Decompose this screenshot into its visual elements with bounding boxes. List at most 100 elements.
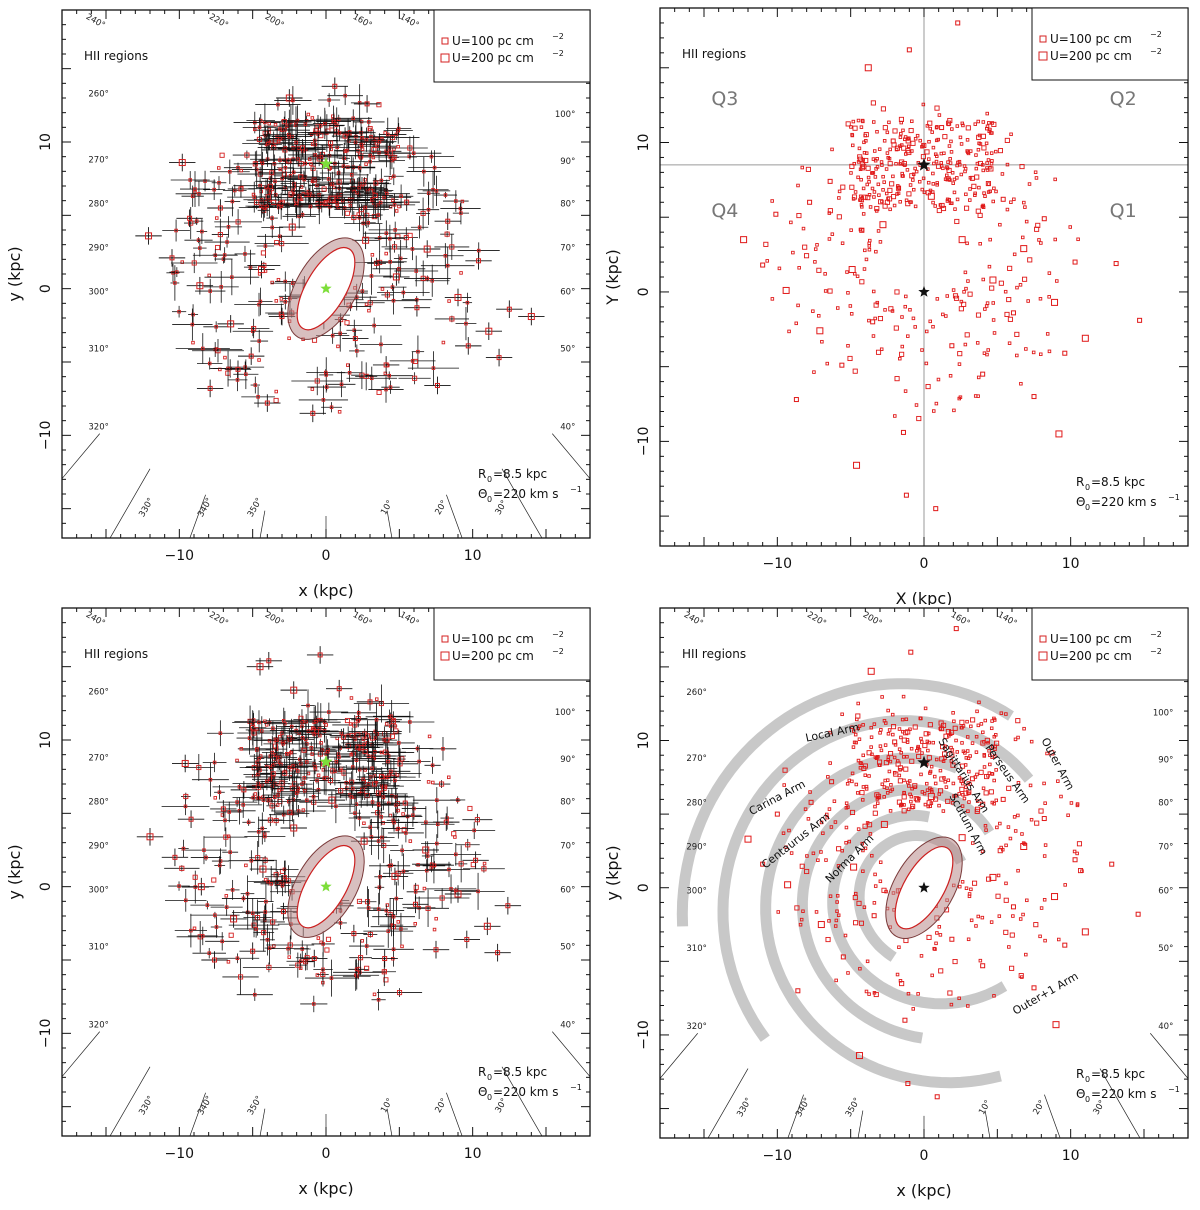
legend-label-small: U=100 pc cm bbox=[452, 632, 534, 646]
hii-marker bbox=[392, 820, 396, 825]
hii-marker bbox=[808, 790, 812, 794]
hii-marker bbox=[283, 165, 288, 170]
hii-marker bbox=[903, 135, 908, 139]
hii-marker bbox=[906, 334, 910, 338]
hii-marker bbox=[274, 879, 281, 885]
hii-marker bbox=[1009, 200, 1013, 204]
param-r0-value: =8.5 kpc bbox=[1091, 1067, 1145, 1081]
hii-marker bbox=[1016, 781, 1021, 785]
hii-marker bbox=[410, 247, 415, 251]
hii-marker bbox=[435, 841, 439, 846]
hii-marker bbox=[983, 824, 988, 828]
hii-marker bbox=[981, 786, 986, 791]
hii-marker bbox=[399, 194, 403, 198]
hii-marker bbox=[923, 802, 928, 807]
data-point bbox=[342, 133, 348, 139]
hii-marker bbox=[364, 733, 371, 739]
hii-marker bbox=[821, 831, 825, 835]
hii-marker bbox=[318, 124, 323, 128]
hii-marker bbox=[379, 774, 385, 780]
hii-marker bbox=[835, 909, 839, 913]
hii-marker bbox=[1076, 237, 1080, 242]
hii-marker bbox=[353, 140, 358, 145]
data-point bbox=[264, 400, 270, 406]
hii-marker bbox=[903, 389, 908, 393]
hii-marker bbox=[926, 180, 931, 185]
hii-marker bbox=[398, 256, 403, 261]
hii-marker bbox=[222, 253, 227, 257]
hii-marker bbox=[343, 93, 347, 98]
data-point bbox=[443, 819, 449, 825]
hii-marker bbox=[454, 888, 458, 893]
hii-marker bbox=[975, 709, 979, 714]
data-point bbox=[958, 834, 966, 842]
param-theta-sub: 0 bbox=[1085, 503, 1090, 512]
data-point bbox=[241, 787, 247, 793]
hii-marker bbox=[283, 875, 287, 879]
param-r0-sub: 0 bbox=[1085, 1075, 1090, 1084]
hii-marker bbox=[959, 172, 964, 177]
hii-marker bbox=[796, 212, 802, 219]
sun-marker bbox=[319, 157, 333, 170]
hii-marker bbox=[1029, 817, 1034, 822]
hii-marker bbox=[935, 125, 939, 129]
hii-marker bbox=[1049, 750, 1055, 756]
hii-marker bbox=[362, 821, 366, 826]
hii-marker bbox=[255, 727, 259, 731]
hii-marker bbox=[995, 825, 999, 830]
hii-marker bbox=[866, 175, 871, 180]
hii-marker bbox=[394, 896, 399, 901]
hii-marker bbox=[883, 778, 887, 783]
hii-marker bbox=[814, 910, 819, 914]
hii-marker bbox=[891, 732, 895, 737]
hii-marker bbox=[1013, 829, 1018, 833]
hii-marker bbox=[1020, 975, 1024, 979]
hii-marker bbox=[375, 810, 381, 816]
hii-marker bbox=[307, 157, 312, 162]
hii-marker bbox=[857, 154, 863, 160]
hii-marker bbox=[847, 778, 852, 783]
hii-marker bbox=[310, 116, 315, 120]
hii-marker bbox=[226, 225, 231, 229]
hii-marker bbox=[857, 737, 862, 741]
hii-marker bbox=[948, 161, 953, 165]
hii-marker bbox=[791, 250, 795, 255]
param-theta-sub: 0 bbox=[487, 495, 492, 504]
hii-marker bbox=[377, 885, 382, 890]
hii-marker bbox=[474, 817, 480, 823]
hii-marker bbox=[986, 876, 992, 882]
hii-marker bbox=[851, 745, 856, 749]
hii-marker bbox=[191, 260, 197, 266]
data-point bbox=[953, 626, 959, 632]
longitude-line bbox=[62, 433, 101, 480]
hii-marker bbox=[802, 244, 808, 250]
hii-marker bbox=[218, 731, 223, 735]
hii-marker bbox=[364, 137, 369, 142]
hii-marker bbox=[263, 120, 267, 125]
hii-marker bbox=[363, 178, 367, 182]
hii-marker bbox=[215, 216, 219, 220]
hii-marker bbox=[250, 911, 255, 915]
hii-marker bbox=[827, 237, 832, 241]
data-point bbox=[328, 796, 336, 804]
data-point bbox=[949, 343, 955, 349]
hii-marker bbox=[801, 226, 806, 231]
hii-marker bbox=[986, 182, 991, 186]
hii-marker bbox=[396, 144, 400, 149]
hii-marker bbox=[877, 193, 881, 197]
hii-marker bbox=[862, 905, 867, 909]
hii-marker bbox=[464, 321, 468, 326]
hii-marker bbox=[921, 102, 926, 107]
hii-marker bbox=[380, 835, 384, 840]
hii-marker bbox=[220, 939, 224, 944]
data-point bbox=[256, 663, 264, 671]
hii-marker bbox=[287, 765, 292, 770]
hii-marker bbox=[955, 750, 960, 754]
hii-marker bbox=[876, 759, 883, 765]
hii-marker bbox=[952, 177, 957, 182]
hii-marker bbox=[390, 198, 395, 202]
hii-marker bbox=[856, 118, 861, 123]
hii-marker bbox=[408, 720, 412, 724]
data-point bbox=[197, 883, 205, 891]
hii-marker bbox=[787, 329, 791, 334]
